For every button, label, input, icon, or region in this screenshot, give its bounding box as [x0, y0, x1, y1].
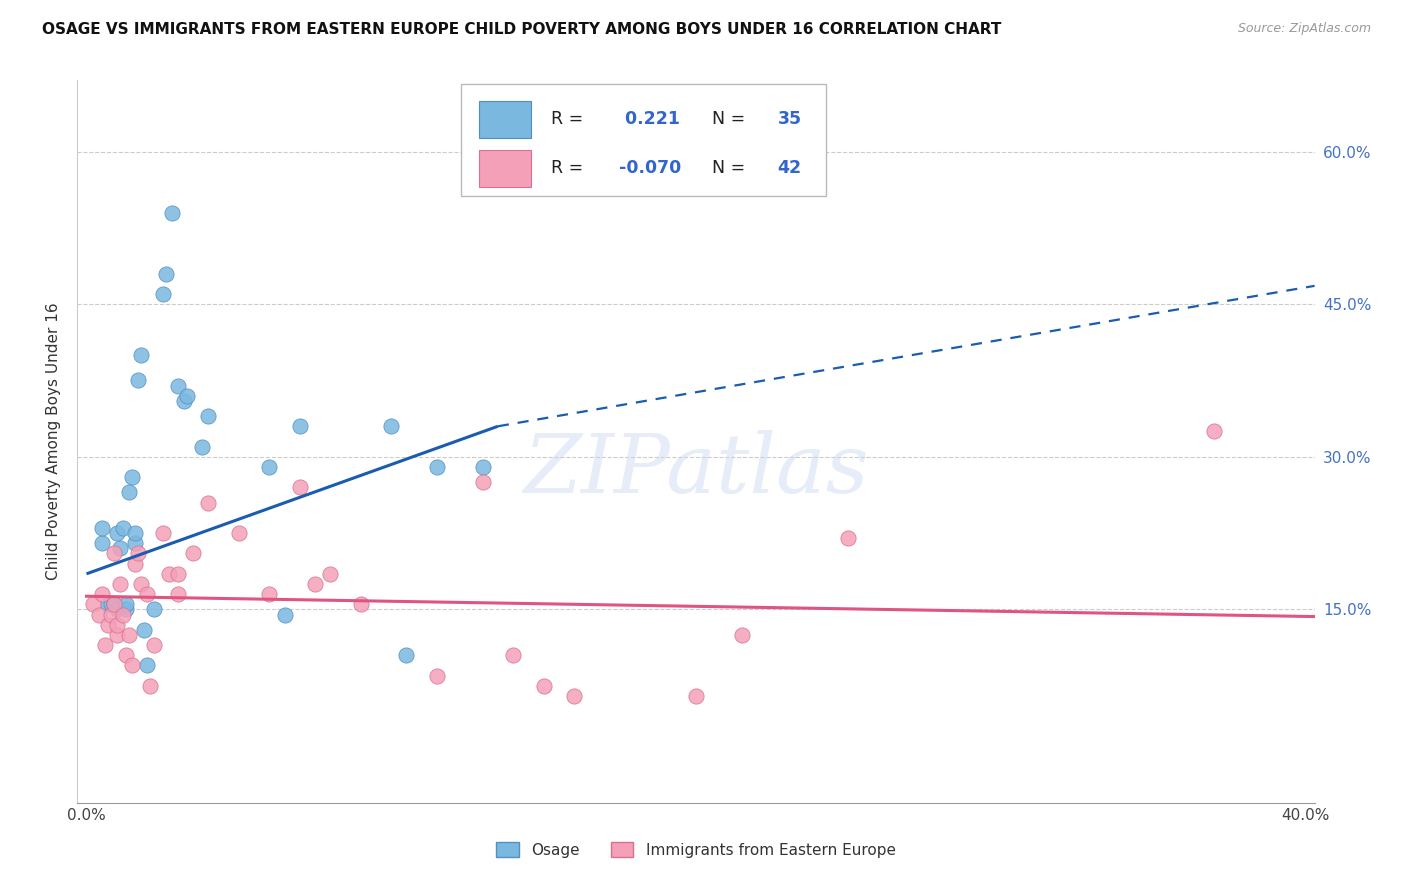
Point: [105, 602, 128, 616]
Point: [176, 389, 198, 403]
Point: [167, 587, 190, 601]
Point: [108, 577, 131, 591]
Point: [288, 419, 311, 434]
Point: [90, 536, 112, 550]
Point: [97, 598, 120, 612]
Legend: Osage, Immigrants from Eastern Europe: Osage, Immigrants from Eastern Europe: [491, 836, 901, 863]
Text: ZIPatlas: ZIPatlas: [523, 431, 869, 510]
Point: [115, 602, 138, 616]
Point: [142, 638, 165, 652]
Point: [118, 485, 141, 500]
Point: [304, 577, 326, 591]
Point: [94, 638, 117, 652]
Point: [173, 393, 195, 408]
Text: R =: R =: [551, 111, 589, 128]
Point: [103, 546, 125, 560]
Point: [228, 526, 250, 541]
Point: [471, 475, 494, 490]
Point: [134, 623, 156, 637]
Point: [273, 607, 295, 622]
Point: [197, 495, 219, 509]
Point: [97, 617, 120, 632]
Point: [118, 628, 141, 642]
Point: [105, 628, 128, 642]
Point: [350, 598, 373, 612]
Point: [100, 607, 122, 622]
Point: [142, 602, 165, 616]
Y-axis label: Child Poverty Among Boys Under 16: Child Poverty Among Boys Under 16: [46, 302, 62, 581]
Text: R =: R =: [551, 160, 589, 178]
Text: Source: ZipAtlas.com: Source: ZipAtlas.com: [1237, 22, 1371, 36]
Point: [395, 648, 418, 663]
Point: [731, 628, 754, 642]
Point: [562, 689, 585, 703]
Point: [191, 440, 214, 454]
Point: [124, 557, 146, 571]
Text: OSAGE VS IMMIGRANTS FROM EASTERN EUROPE CHILD POVERTY AMONG BOYS UNDER 16 CORREL: OSAGE VS IMMIGRANTS FROM EASTERN EUROPE …: [42, 22, 1001, 37]
Point: [1202, 425, 1225, 439]
Point: [181, 546, 204, 560]
FancyBboxPatch shape: [461, 84, 825, 196]
Point: [103, 598, 125, 612]
Point: [426, 460, 449, 475]
Point: [121, 470, 143, 484]
Text: 0.221: 0.221: [619, 111, 681, 128]
Point: [837, 531, 859, 545]
Point: [685, 689, 707, 703]
Point: [471, 460, 494, 475]
Point: [82, 598, 104, 612]
Point: [259, 460, 281, 475]
Point: [131, 348, 153, 362]
Point: [139, 679, 162, 693]
Point: [90, 521, 112, 535]
Point: [380, 419, 402, 434]
Point: [108, 541, 131, 556]
Point: [152, 526, 174, 541]
Point: [259, 587, 281, 601]
Point: [157, 566, 180, 581]
Point: [152, 287, 174, 301]
Text: 42: 42: [778, 160, 801, 178]
Point: [319, 566, 342, 581]
Point: [105, 526, 128, 541]
Point: [136, 587, 159, 601]
Point: [197, 409, 219, 423]
Point: [90, 587, 112, 601]
Point: [115, 598, 138, 612]
Point: [288, 480, 311, 494]
Point: [124, 536, 146, 550]
Text: N =: N =: [711, 111, 751, 128]
Point: [426, 668, 449, 682]
Point: [533, 679, 555, 693]
Point: [155, 267, 177, 281]
Point: [502, 648, 524, 663]
Point: [87, 607, 110, 622]
Point: [127, 546, 149, 560]
Point: [167, 566, 190, 581]
Point: [131, 577, 153, 591]
Text: N =: N =: [711, 160, 751, 178]
Text: -0.070: -0.070: [619, 160, 682, 178]
Text: 35: 35: [778, 111, 801, 128]
Point: [127, 374, 149, 388]
Point: [121, 658, 143, 673]
Point: [100, 598, 122, 612]
Point: [112, 607, 135, 622]
FancyBboxPatch shape: [479, 101, 531, 138]
FancyBboxPatch shape: [479, 150, 531, 187]
Point: [124, 526, 146, 541]
Point: [105, 617, 128, 632]
Point: [112, 521, 135, 535]
Point: [160, 205, 183, 219]
Point: [115, 648, 138, 663]
Point: [103, 598, 125, 612]
Point: [136, 658, 159, 673]
Point: [167, 378, 190, 392]
